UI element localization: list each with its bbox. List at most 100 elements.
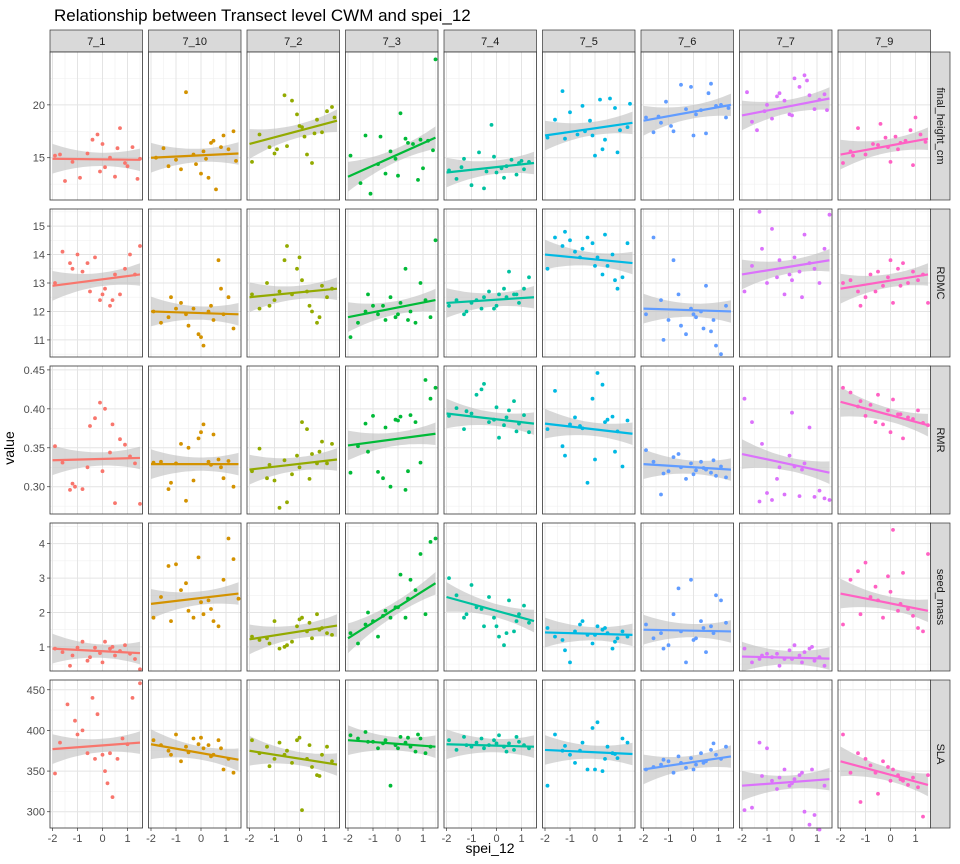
data-point (893, 134, 898, 139)
data-point (615, 756, 620, 760)
data-point (724, 744, 728, 749)
data-point (315, 320, 319, 325)
data-point (80, 487, 85, 491)
data-point (317, 315, 322, 320)
data-point (906, 415, 910, 420)
data-point (615, 636, 620, 641)
x-tick-label: 0 (99, 833, 105, 845)
data-point (714, 473, 718, 478)
data-point (199, 430, 203, 435)
regression-line (249, 624, 338, 641)
data-point (714, 752, 718, 757)
regression-line (643, 463, 732, 471)
data-point (514, 292, 519, 297)
data-point (231, 557, 236, 561)
confidence-band (446, 582, 534, 633)
panel-RMR-7_5 (542, 365, 636, 515)
data-point (297, 124, 302, 128)
data-point (206, 175, 211, 180)
data-point (684, 477, 688, 481)
regression-line (347, 136, 436, 178)
data-point (507, 269, 511, 274)
panel-border (837, 679, 931, 829)
x-tick-label: -2 (737, 833, 747, 845)
data-point (125, 164, 130, 169)
data-point (330, 105, 334, 109)
data-point (514, 172, 519, 177)
data-point (60, 249, 65, 254)
data-point (307, 620, 312, 625)
data-point (325, 295, 329, 300)
data-point (398, 414, 403, 419)
data-point (123, 442, 127, 447)
data-point (911, 163, 915, 168)
data-point (88, 655, 92, 660)
data-point (580, 246, 585, 251)
panel-RDMC-7_2 (246, 208, 340, 358)
data-point (792, 777, 797, 782)
data-point (169, 619, 173, 623)
data-point (184, 744, 188, 749)
data-point (916, 785, 920, 790)
regression-line (52, 647, 141, 655)
data-point (750, 660, 754, 665)
data-point (464, 612, 469, 617)
data-point (108, 303, 112, 308)
data-point (118, 126, 122, 130)
data-point (265, 476, 269, 481)
row-strip-label: RMR (934, 427, 946, 452)
data-point (282, 458, 287, 463)
data-point (95, 132, 100, 137)
data-point (593, 457, 597, 462)
data-point (701, 761, 706, 765)
data-point (462, 156, 466, 161)
data-point (580, 104, 585, 108)
data-point (580, 619, 585, 623)
panel-RDMC-7_6 (640, 208, 734, 358)
data-point (709, 624, 713, 629)
data-point (563, 453, 567, 458)
data-point (80, 728, 85, 733)
data-point (479, 607, 484, 611)
data-point (371, 303, 375, 308)
x-tick-label: 0 (887, 833, 893, 845)
data-point (290, 761, 294, 765)
data-point (797, 773, 802, 777)
data-point (886, 408, 890, 413)
data-point (272, 298, 277, 302)
data-point (694, 112, 698, 117)
data-point (807, 93, 812, 98)
data-point (775, 651, 779, 656)
y-axis-title: value (1, 431, 17, 465)
data-point (307, 743, 312, 747)
data-point (108, 450, 112, 455)
panel-border (148, 208, 242, 358)
data-point (300, 420, 304, 424)
data-point (497, 292, 501, 297)
panel-background (50, 52, 143, 200)
data-point (504, 415, 509, 420)
x-axis-title: spei_12 (465, 840, 514, 856)
data-point (428, 396, 433, 401)
data-point (613, 106, 617, 110)
data-point (103, 286, 107, 291)
data-point (494, 170, 499, 175)
data-point (138, 667, 142, 672)
data-point (408, 577, 413, 582)
data-point (191, 615, 196, 620)
data-point (123, 643, 127, 648)
data-point (78, 175, 82, 180)
x-tick-label: -2 (442, 833, 452, 845)
data-point (573, 249, 577, 254)
data-point (363, 421, 368, 426)
regression-line (52, 741, 141, 751)
data-point (777, 775, 782, 780)
panel-SLA-7_5 (542, 679, 636, 829)
data-point (469, 583, 474, 587)
panel-border (49, 208, 143, 358)
data-point (285, 500, 289, 505)
data-point (179, 759, 183, 764)
panel-SLA-7_4 (443, 679, 537, 829)
data-point (159, 459, 163, 464)
